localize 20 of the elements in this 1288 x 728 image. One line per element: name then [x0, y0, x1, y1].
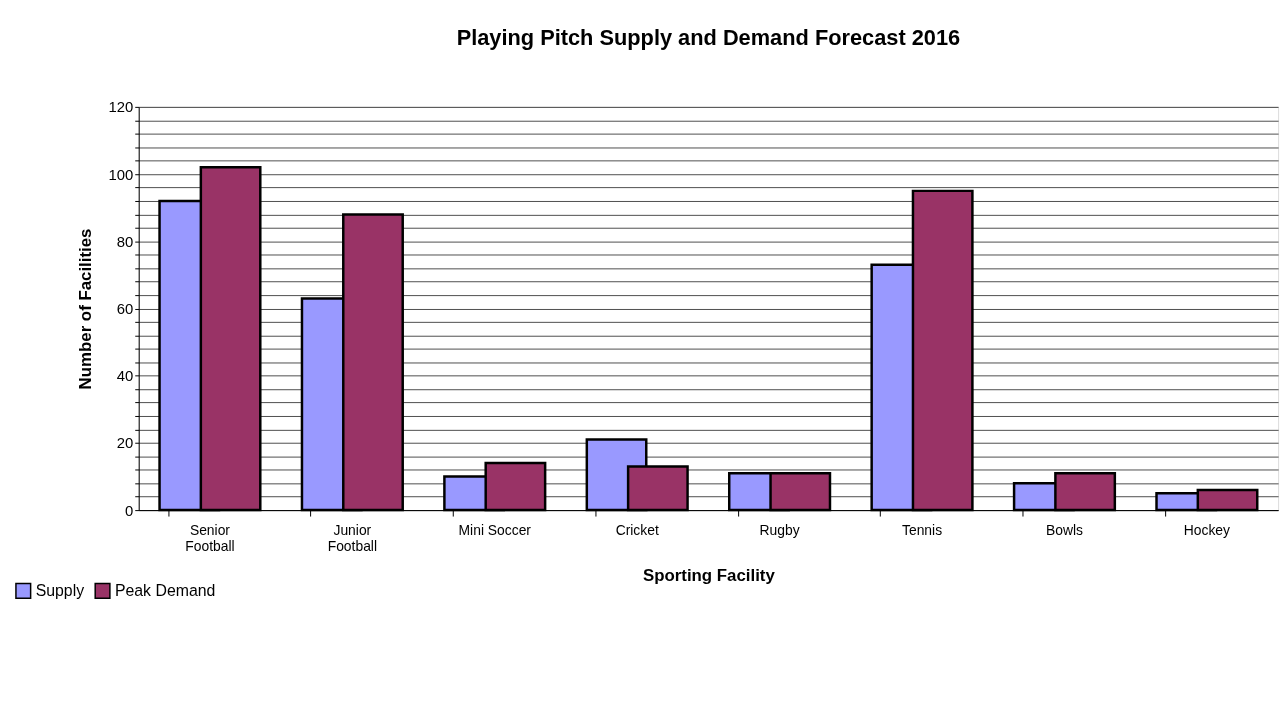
- y-tick-label: 40: [116, 368, 134, 385]
- legend-label: Supply: [35, 581, 85, 599]
- x-tick-label: Mini Soccer: [458, 522, 532, 539]
- x-tick-label: Cricket: [615, 522, 659, 539]
- y-tick-label: 0: [124, 502, 134, 519]
- x-tick-label: Tennis: [902, 522, 943, 539]
- x-tick-label: Hockey: [1183, 522, 1231, 539]
- y-tick-label: 80: [116, 233, 134, 250]
- x-tick-label: Bowls: [1045, 522, 1084, 539]
- x-tick-label: Senior Football: [185, 522, 235, 555]
- y-tick-label: 60: [116, 300, 134, 317]
- y-tick-label: 20: [116, 435, 134, 452]
- x-tick-label: Rugby: [759, 522, 800, 539]
- legend-label: Peak Demand: [114, 581, 216, 599]
- chart-title: Playing Pitch Supply and Demand Forecast 2016: [456, 25, 961, 51]
- x-axis-title: Sporting Facility: [642, 565, 776, 585]
- x-tick-label: Junior Football: [327, 522, 377, 555]
- y-tick-label: 100: [108, 166, 134, 183]
- y-tick-label: 120: [108, 99, 134, 116]
- y-axis-title: Number of Facilities: [75, 228, 95, 390]
